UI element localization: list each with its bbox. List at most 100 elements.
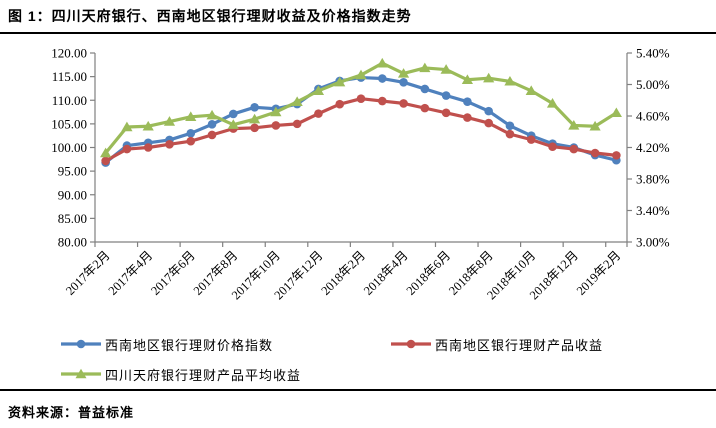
series-marker-circle — [484, 118, 493, 128]
series-marker-triangle — [227, 119, 239, 129]
series-marker-circle — [420, 103, 430, 113]
y-left-tick-label: 90.00 — [58, 187, 87, 202]
series-marker-triangle — [163, 116, 176, 126]
legend-label: 西南地区银行理财价格指数 — [105, 337, 274, 353]
series-marker-circle — [207, 130, 217, 140]
series-marker-circle — [484, 106, 493, 116]
series-marker-circle — [399, 77, 408, 87]
series-marker-triangle — [568, 120, 580, 130]
y-right-tick-label: 5.00% — [636, 77, 670, 92]
series-marker-circle — [505, 121, 515, 131]
series-2 — [100, 57, 622, 158]
series-marker-circle — [612, 151, 621, 160]
series-marker-triangle — [610, 107, 622, 118]
series-marker-triangle — [419, 62, 431, 73]
series-marker-circle — [377, 74, 387, 83]
x-axis-tick-label: 2017年4月 — [106, 248, 156, 298]
series-marker-triangle — [525, 85, 537, 95]
series-marker-triangle — [249, 113, 261, 124]
series-marker-circle — [165, 140, 174, 149]
series-marker-circle — [271, 121, 281, 130]
series-marker-circle — [186, 136, 196, 146]
top-divider — [0, 32, 716, 34]
series-marker-triangle — [376, 57, 388, 68]
series-marker-circle — [463, 97, 472, 106]
series-marker-circle — [548, 142, 557, 152]
series-marker-circle — [207, 120, 217, 129]
x-axis-tick-label: 2018年6月 — [404, 248, 454, 298]
series-marker-triangle — [100, 147, 112, 158]
series-marker-circle — [569, 144, 579, 154]
series-marker-triangle — [270, 106, 282, 117]
series-marker-circle — [314, 109, 323, 118]
y-left-tick-label: 120.00 — [51, 46, 87, 61]
series-marker-triangle — [483, 72, 495, 83]
series-marker-triangle — [440, 64, 452, 74]
series-marker-triangle — [355, 69, 367, 80]
series-marker-circle — [229, 109, 238, 119]
series-marker-circle — [292, 119, 302, 129]
series-marker-circle — [101, 156, 110, 166]
y-left-tick-label: 80.00 — [58, 235, 87, 250]
series-marker-circle — [441, 108, 451, 118]
series-marker-triangle — [334, 76, 346, 87]
series-1 — [101, 94, 621, 166]
legend-label: 西南地区银行理财产品收益 — [435, 337, 604, 353]
series-marker-triangle — [312, 85, 325, 95]
y-left-tick-label: 115.00 — [52, 69, 87, 84]
series-marker-circle — [356, 94, 366, 103]
y-left-tick-label: 105.00 — [51, 116, 87, 131]
figure-title: 图 1：四川天府银行、西南地区银行理财收益及价格指数走势 — [8, 8, 412, 24]
series-marker-circle — [420, 84, 430, 94]
series-marker-circle — [399, 99, 408, 108]
series-marker-circle — [590, 148, 600, 158]
series-marker-triangle — [206, 109, 218, 120]
legend-item-1: 西南地区银行理财产品收益 — [390, 336, 604, 353]
legend-marker — [61, 368, 101, 379]
y-left-tick-label: 85.00 — [58, 211, 87, 226]
y-left-tick-label: 95.00 — [58, 164, 87, 179]
series-marker-triangle — [142, 120, 154, 131]
series-line — [104, 97, 618, 163]
legend-marker — [61, 339, 101, 349]
series-marker-triangle — [185, 111, 197, 121]
series-marker-circle — [377, 96, 387, 106]
series-marker-triangle — [121, 121, 133, 132]
y-right-tick-label: 4.60% — [636, 109, 670, 124]
series-marker-circle — [250, 103, 259, 112]
x-axis-tick-label: 2017年6月 — [148, 248, 198, 298]
y-left-tick-label: 100.00 — [51, 140, 87, 155]
x-axis-tick-label: 2019年2月 — [574, 248, 624, 298]
y-right-tick-label: 3.00% — [636, 235, 670, 250]
series-marker-triangle — [504, 75, 516, 86]
series-marker-triangle — [546, 98, 559, 108]
series-marker-circle — [463, 113, 472, 122]
y-right-tick-label: 3.80% — [636, 172, 670, 187]
series-marker-circle — [505, 129, 515, 139]
series-marker-circle — [186, 129, 196, 138]
series-marker-circle — [441, 91, 451, 100]
legend-item-0: 西南地区银行理财价格指数 — [60, 336, 274, 353]
y-right-tick-label: 4.20% — [636, 140, 670, 155]
y-left-tick-label: 110.00 — [52, 93, 87, 108]
x-axis-tick-label: 2018年4月 — [361, 248, 411, 298]
series-marker-triangle — [291, 96, 303, 107]
series-marker-circle — [335, 99, 345, 109]
legend-item-2: 四川天府银行理财产品平均收益 — [60, 366, 302, 383]
y-right-tick-label: 3.40% — [636, 203, 670, 218]
series-marker-circle — [250, 123, 259, 133]
series-marker-triangle — [589, 120, 601, 131]
series-marker-circle — [122, 144, 132, 154]
x-axis-tick-label: 2018年2月 — [318, 248, 368, 298]
bottom-divider — [0, 389, 716, 391]
series-marker-triangle — [397, 68, 410, 78]
legend-label: 四川天府银行理财产品平均收益 — [105, 367, 302, 383]
series-marker-triangle — [461, 74, 473, 84]
x-axis-tick-label: 2017年2月 — [63, 248, 113, 298]
y-right-tick-label: 5.40% — [636, 46, 670, 61]
legend-marker — [391, 339, 431, 349]
series-marker-circle — [526, 135, 536, 144]
source-note: 资料来源：普益标准 — [8, 405, 135, 420]
series-marker-circle — [143, 143, 153, 152]
